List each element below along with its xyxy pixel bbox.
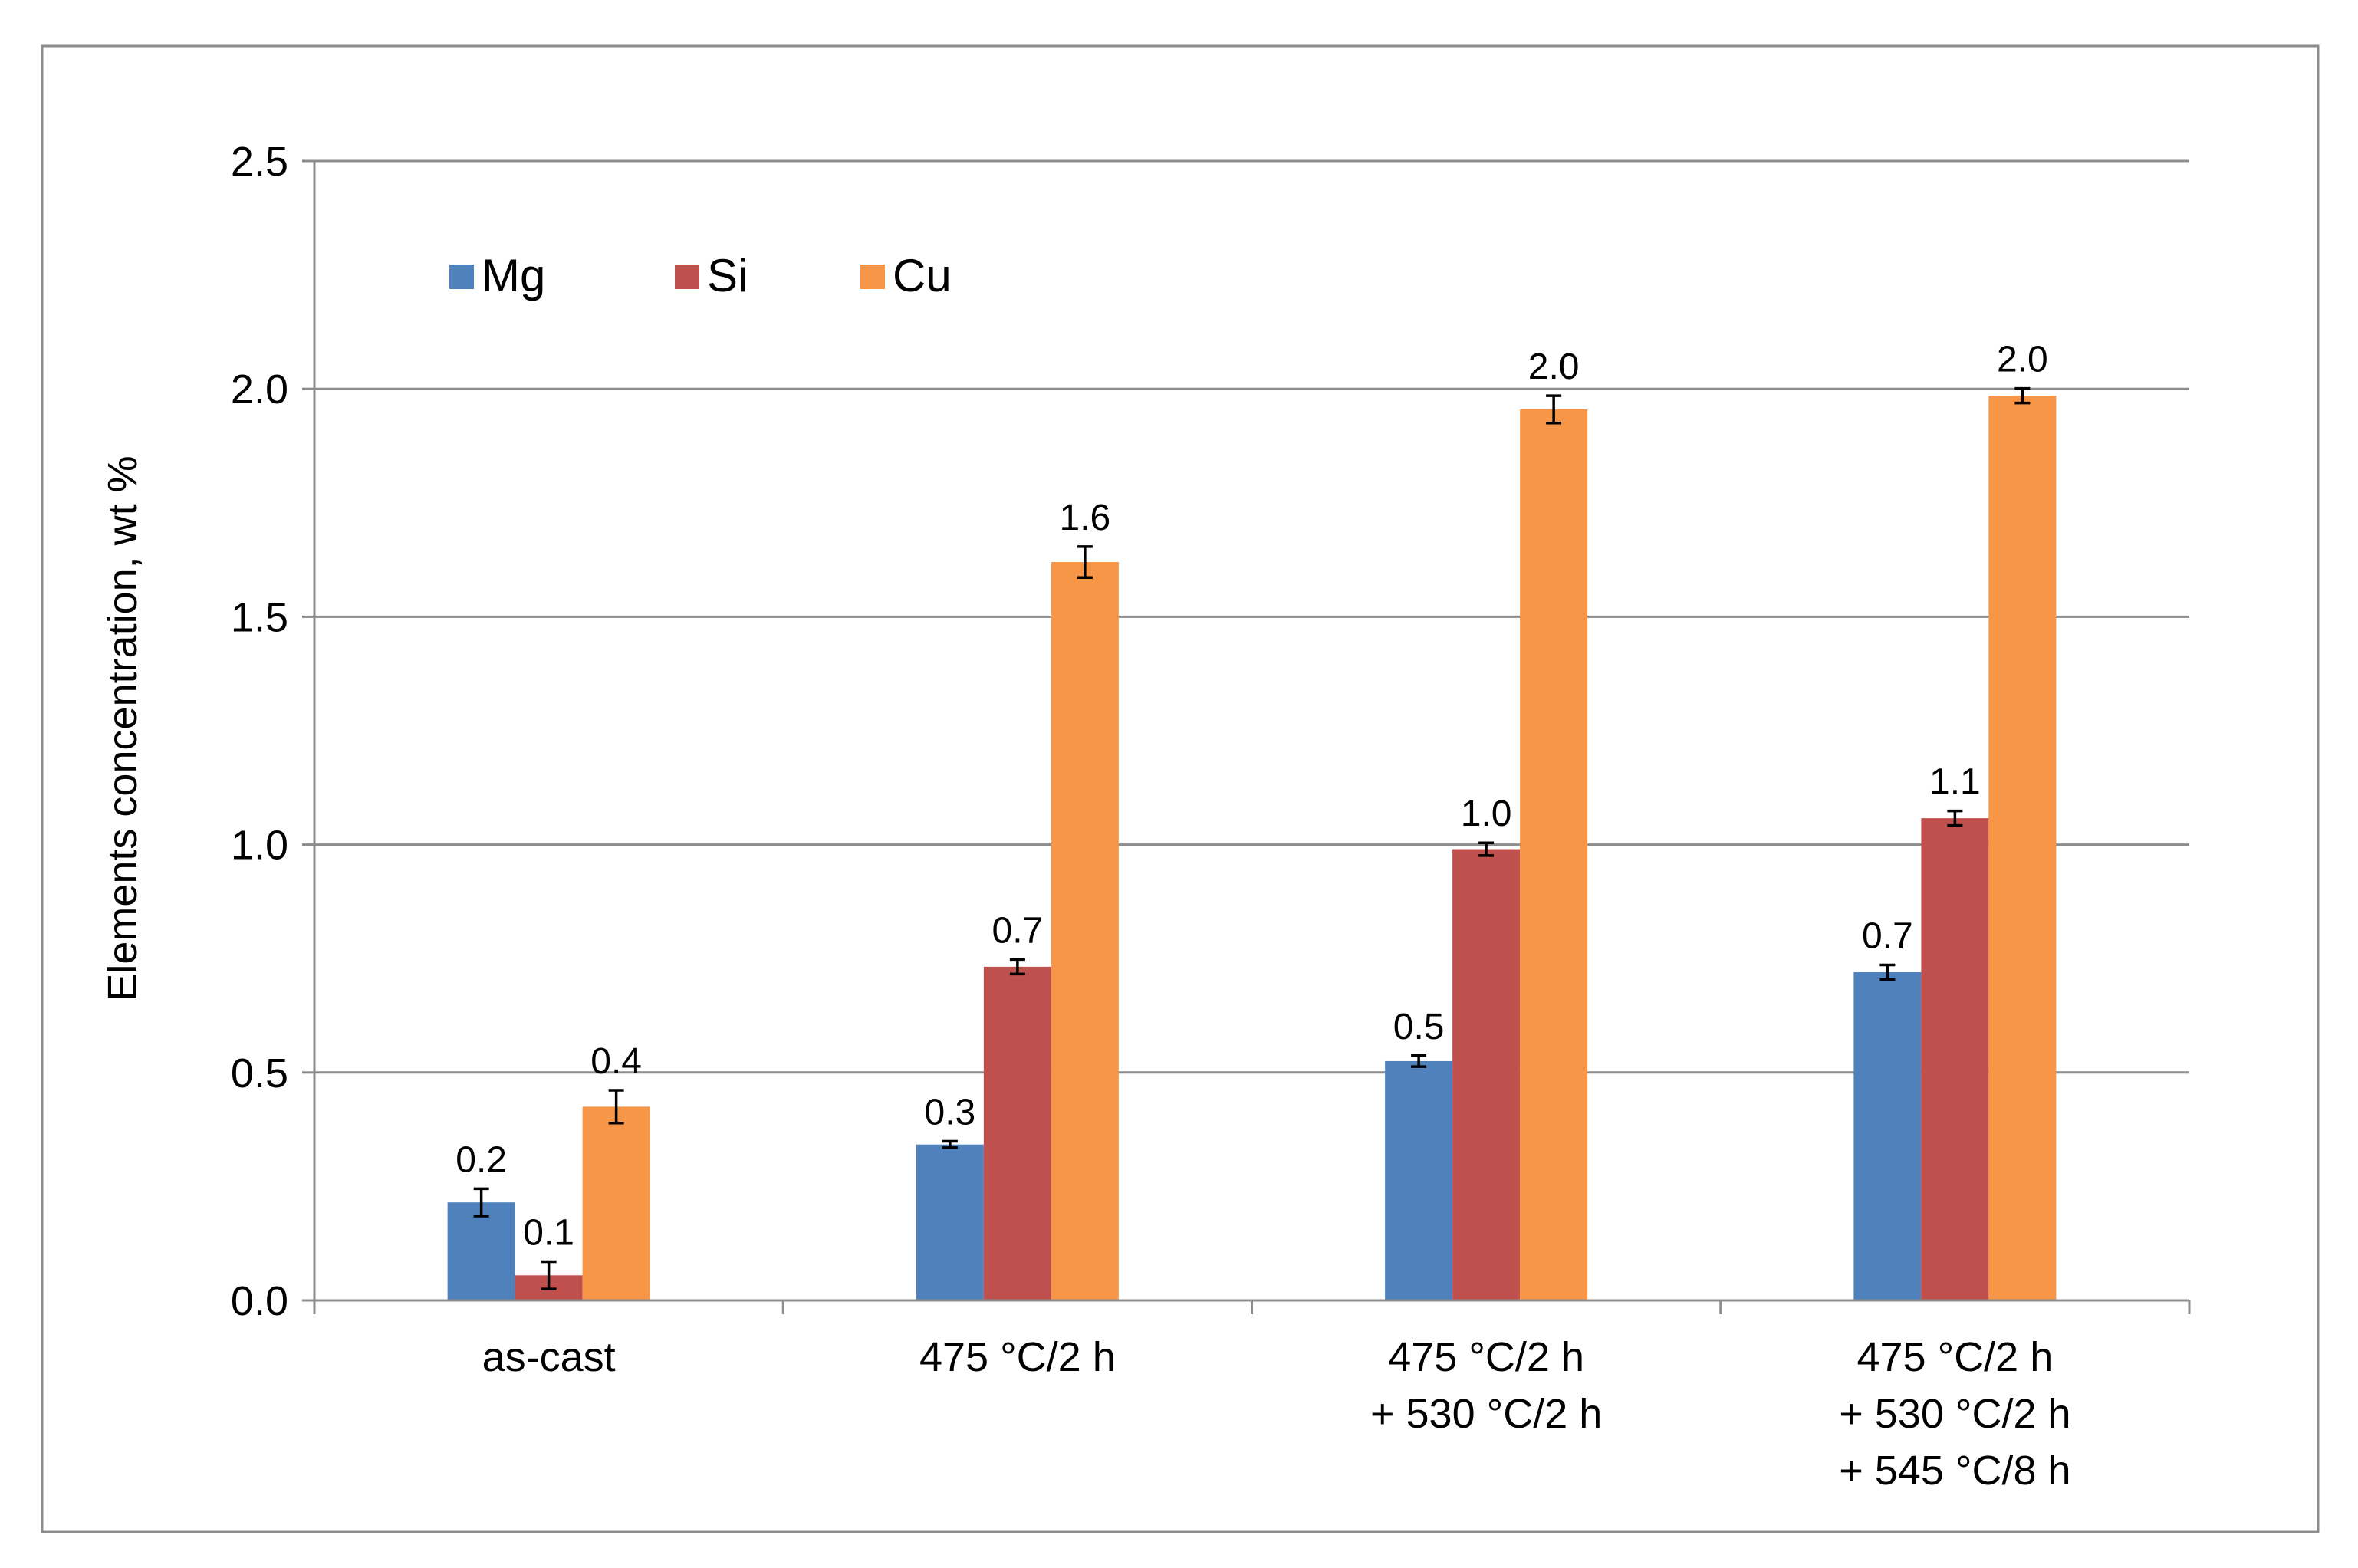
data-label: 1.6: [1060, 498, 1111, 538]
error-bar: [541, 1260, 557, 1290]
x-category-label: 475 °C/2 h: [1388, 1334, 1584, 1380]
legend-item-si: Si: [675, 250, 748, 301]
data-label: 1.1: [1929, 762, 1981, 803]
error-bar: [1546, 394, 1562, 425]
bar-cu: [1988, 396, 2057, 1301]
bar-mg: [447, 1202, 515, 1300]
legend: Mg Si Cu: [449, 250, 952, 301]
error-bar: [1009, 958, 1025, 976]
bars: [447, 386, 2057, 1301]
error-bar: [2014, 386, 2031, 405]
error-bar: [1478, 841, 1495, 857]
legend-label: Si: [707, 250, 748, 301]
data-label: 0.4: [590, 1041, 642, 1082]
y-tick-label: 0.0: [231, 1278, 288, 1324]
error-bar: [608, 1089, 624, 1125]
bar-mg: [1853, 972, 1922, 1300]
y-axis-title: Elements concentration, wt %: [100, 455, 146, 1001]
axes: 0.0 0.5 1.0 1.5 2.0 2.5 as-cast 475 °C/2 h 475 °…: [231, 139, 2191, 1494]
legend-item-cu: Cu: [860, 250, 952, 301]
data-label: 0.7: [1862, 916, 1913, 957]
data-label: 0.7: [992, 910, 1044, 951]
x-category-label: as-cast: [482, 1334, 616, 1380]
y-tick-label: 0.5: [231, 1050, 288, 1096]
bar-cu: [582, 1106, 650, 1300]
bar-mg: [916, 1144, 984, 1300]
legend-label: Cu: [893, 250, 952, 301]
bar-cu: [1520, 409, 1588, 1300]
y-tick-label: 1.5: [231, 594, 288, 640]
data-label: 2.0: [1997, 340, 2048, 380]
y-tick-label: 1.0: [231, 823, 288, 869]
x-category-label: 475 °C/2 h: [919, 1334, 1116, 1380]
chart-border: [41, 44, 2320, 1533]
error-bar: [1411, 1054, 1427, 1068]
error-bar: [473, 1187, 489, 1218]
bar-si: [1921, 818, 1989, 1300]
legend-swatch: [675, 265, 699, 289]
error-bar: [942, 1139, 958, 1149]
legend-swatch: [449, 265, 474, 289]
data-label: 1.0: [1461, 794, 1512, 834]
bar-mg: [1385, 1060, 1453, 1300]
error-bar: [1879, 963, 1896, 981]
x-category-label: + 530 °C/2 h: [1839, 1391, 2070, 1437]
error-bar: [1077, 545, 1093, 580]
data-label: 0.1: [523, 1212, 574, 1253]
bar-si: [1452, 849, 1521, 1300]
x-category-label: 475 °C/2 h: [1856, 1334, 2053, 1380]
legend-label: Mg: [482, 250, 545, 301]
error-bar: [1947, 809, 1963, 827]
y-tick-label: 2.0: [231, 367, 288, 413]
data-label: 2.0: [1528, 347, 1580, 387]
data-label: 0.3: [925, 1093, 976, 1133]
legend-swatch: [860, 265, 885, 289]
bar-si: [983, 966, 1051, 1300]
legend-item-mg: Mg: [449, 250, 545, 301]
y-tick-label: 2.5: [231, 139, 288, 185]
x-category-label: + 545 °C/8 h: [1839, 1448, 2070, 1494]
data-labels: 0.2 0.3 0.5 0.7 0.1 0.7 1.0 1.1 0.4 1.6 2.0 2.0: [455, 340, 2047, 1254]
x-category-label: + 530 °C/2 h: [1370, 1391, 1602, 1437]
data-label: 0.5: [1393, 1007, 1445, 1047]
data-label: 0.2: [455, 1139, 507, 1180]
bar-cu: [1051, 562, 1119, 1300]
